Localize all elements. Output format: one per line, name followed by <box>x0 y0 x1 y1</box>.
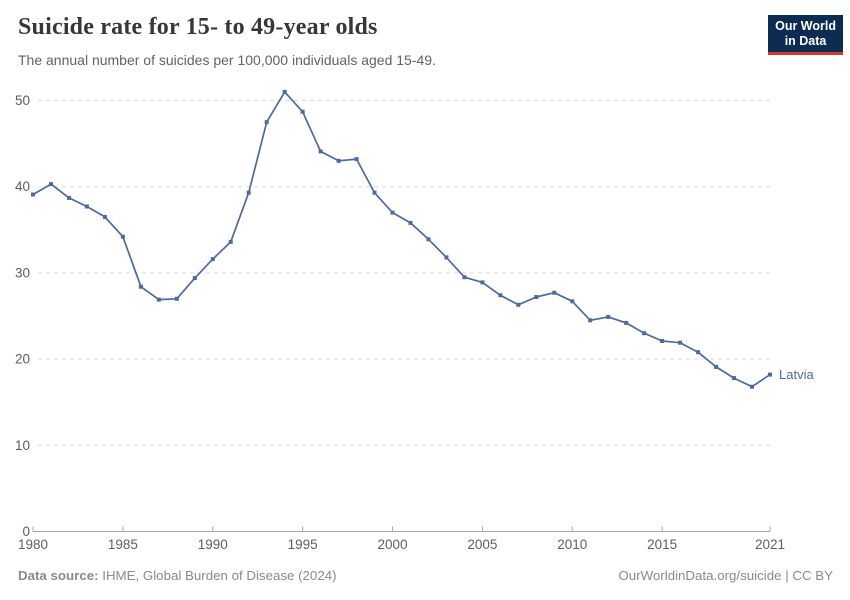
data-point <box>588 318 593 323</box>
owid-logo[interactable]: Our World in Data <box>768 15 843 55</box>
x-axis-tick-label: 1990 <box>198 537 228 552</box>
series-label[interactable]: Latvia <box>779 367 814 382</box>
data-point <box>264 120 269 125</box>
data-point <box>246 190 251 195</box>
data-point <box>300 109 305 114</box>
y-axis-tick-label: 30 <box>15 265 30 280</box>
data-point <box>67 195 71 200</box>
data-point <box>228 239 233 244</box>
page-title: Suicide rate for 15- to 49-year olds <box>18 14 378 40</box>
data-point <box>210 257 215 262</box>
data-point <box>462 275 467 280</box>
data-point <box>444 255 449 260</box>
y-axis-tick-label: 10 <box>15 438 30 453</box>
x-axis-tick-label: 1995 <box>288 537 318 552</box>
x-axis-tick-label: 2015 <box>647 537 677 552</box>
y-axis-tick-label: 20 <box>15 352 30 367</box>
data-point <box>138 284 143 289</box>
data-point <box>534 295 539 299</box>
data-point <box>732 376 736 381</box>
data-point <box>372 190 377 195</box>
data-point <box>660 339 665 343</box>
data-source: Data source: IHME, Global Burden of Dise… <box>18 568 337 583</box>
x-axis-tick-label: 1980 <box>18 537 48 552</box>
y-axis-tick-label: 0 <box>22 524 30 539</box>
attribution-link[interactable]: OurWorldinData.org/suicide | CC BY <box>618 568 833 583</box>
x-axis-tick-label: 2005 <box>467 537 497 552</box>
data-point <box>696 350 701 355</box>
data-point <box>408 220 413 225</box>
x-axis-tick-label: 2010 <box>557 537 587 552</box>
data-point <box>354 157 359 162</box>
data-point <box>318 149 323 154</box>
owid-logo-line2: in Data <box>784 34 827 48</box>
x-axis-tick-label: 2000 <box>377 537 407 552</box>
data-point <box>156 297 161 302</box>
data-point <box>714 364 719 369</box>
data-point <box>49 182 53 187</box>
y-axis-tick-label: 40 <box>15 179 30 194</box>
data-point <box>516 302 521 307</box>
data-source-label: Data source: <box>18 568 99 583</box>
x-axis-tick-label: 2021 <box>755 537 785 552</box>
data-source-text: IHME, Global Burden of Disease (2024) <box>98 568 337 583</box>
data-point <box>192 276 197 281</box>
data-point <box>606 314 611 319</box>
data-point <box>642 331 647 336</box>
data-point <box>336 158 341 163</box>
data-point <box>750 384 754 389</box>
y-axis-tick-label: 50 <box>15 93 30 108</box>
data-point <box>480 280 485 285</box>
data-point <box>174 296 179 301</box>
data-point <box>552 290 557 295</box>
data-point <box>426 237 431 242</box>
data-point <box>390 210 395 215</box>
data-point <box>498 293 503 298</box>
series-line <box>32 91 771 388</box>
data-point <box>120 234 125 239</box>
data-point <box>768 372 772 377</box>
chart-subtitle: The annual number of suicides per 100,00… <box>18 52 436 68</box>
data-point <box>282 89 287 94</box>
data-point <box>678 340 683 345</box>
data-point <box>84 204 89 209</box>
data-point <box>570 299 575 304</box>
data-point <box>31 192 35 197</box>
owid-logo-line1: Our World <box>775 19 836 33</box>
data-point <box>102 214 107 219</box>
x-axis-tick-label: 1985 <box>108 537 138 552</box>
data-point <box>624 320 629 325</box>
